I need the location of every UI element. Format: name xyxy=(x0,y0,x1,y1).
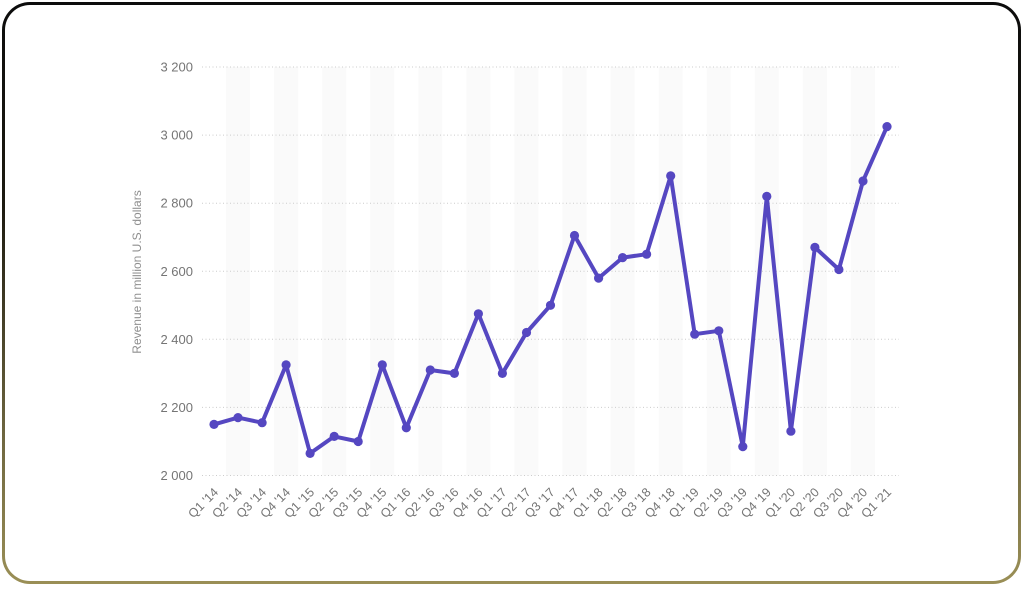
data-point[interactable] xyxy=(257,418,267,428)
series-line-revenue xyxy=(212,124,889,456)
y-tick-label: 2 400 xyxy=(160,332,193,347)
data-point[interactable] xyxy=(714,326,724,336)
data-series xyxy=(209,122,892,458)
data-point[interactable] xyxy=(882,122,892,132)
data-point[interactable] xyxy=(353,436,363,447)
data-point[interactable] xyxy=(497,368,507,378)
data-point[interactable] xyxy=(569,230,580,241)
data-point[interactable] xyxy=(329,431,339,441)
y-tick-label: 3 200 xyxy=(160,60,193,75)
y-tick-label: 2 600 xyxy=(160,264,193,279)
gridlines xyxy=(202,66,899,476)
column-stripe xyxy=(706,67,731,476)
y-tick-label: 2 800 xyxy=(160,196,193,211)
data-point[interactable] xyxy=(834,264,844,275)
data-point[interactable] xyxy=(425,365,435,375)
column-stripe xyxy=(466,67,491,476)
data-point[interactable] xyxy=(545,300,556,310)
y-axis-tick-labels: 2 000 2 200 2 400 2 600 2 800 3 000 3 200 xyxy=(160,60,193,484)
data-point[interactable] xyxy=(233,413,243,423)
data-point[interactable] xyxy=(401,423,411,433)
y-tick-label: 3 000 xyxy=(160,128,193,143)
data-point[interactable] xyxy=(762,191,772,201)
column-stripe xyxy=(514,67,539,476)
data-point[interactable] xyxy=(858,176,868,186)
data-point[interactable] xyxy=(594,273,604,283)
data-point[interactable] xyxy=(618,253,628,263)
data-point[interactable] xyxy=(377,360,387,370)
data-point[interactable] xyxy=(209,419,219,429)
data-point[interactable] xyxy=(473,309,483,319)
data-point[interactable] xyxy=(305,448,315,458)
data-point[interactable] xyxy=(666,171,676,181)
data-point[interactable] xyxy=(786,426,796,436)
data-point[interactable] xyxy=(521,327,532,338)
plot-band-stripes xyxy=(226,67,875,476)
column-stripe xyxy=(658,67,683,476)
data-point[interactable] xyxy=(810,242,820,252)
data-point[interactable] xyxy=(642,249,652,259)
data-point[interactable] xyxy=(281,360,291,370)
y-tick-label: 2 000 xyxy=(160,468,193,483)
data-point[interactable] xyxy=(690,329,700,339)
data-point[interactable] xyxy=(449,368,459,378)
y-tick-label: 2 200 xyxy=(160,400,193,415)
data-point[interactable] xyxy=(738,442,748,452)
y-axis-title: Revenue in million U.S. dollars xyxy=(130,190,144,353)
card-background xyxy=(5,5,1018,581)
